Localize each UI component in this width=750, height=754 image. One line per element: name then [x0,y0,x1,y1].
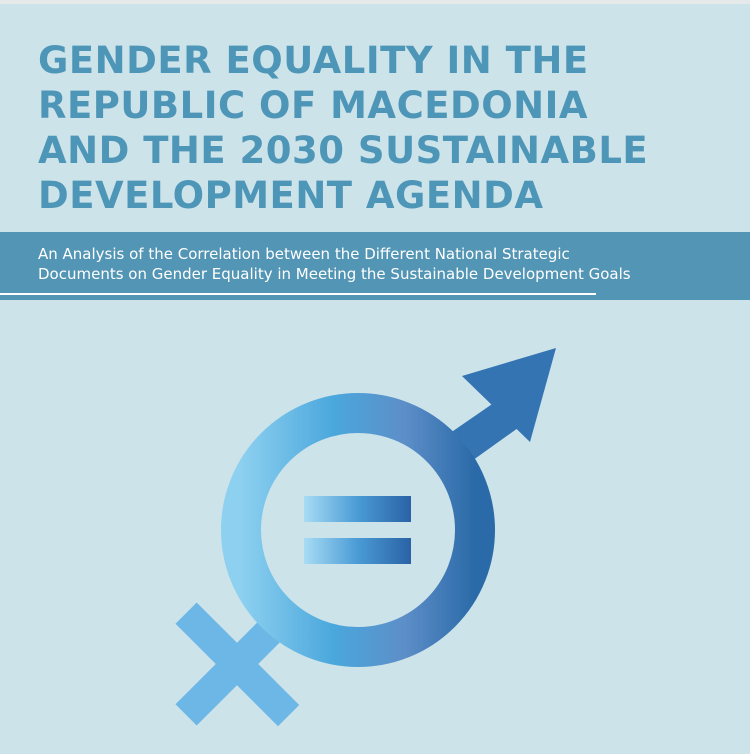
subtitle-line: An Analysis of the Correlation between t… [38,245,570,263]
title: GENDER EQUALITY IN THE REPUBLIC OF MACED… [38,38,648,218]
ring [221,393,495,667]
subtitle-band: An Analysis of the Correlation between t… [0,232,750,300]
subtitle-line: Documents on Gender Equality in Meeting … [38,265,631,283]
title-line: GENDER EQUALITY IN THE [38,39,589,82]
title-line: AND THE 2030 SUSTAINABLE [38,129,649,172]
rule [0,293,596,295]
top-strip [0,0,750,4]
equals-bar [304,496,411,522]
equals-bar [304,538,411,564]
subtitle: An Analysis of the Correlation between t… [38,244,631,284]
arrow-head [462,348,556,442]
title-line: REPUBLIC OF MACEDONIA [38,84,589,127]
title-line: DEVELOPMENT AGENDA [38,174,544,217]
